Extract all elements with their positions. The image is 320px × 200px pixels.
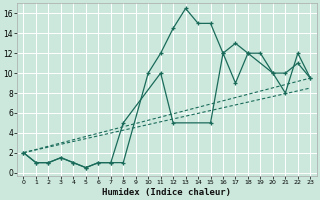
X-axis label: Humidex (Indice chaleur): Humidex (Indice chaleur) — [102, 188, 231, 197]
